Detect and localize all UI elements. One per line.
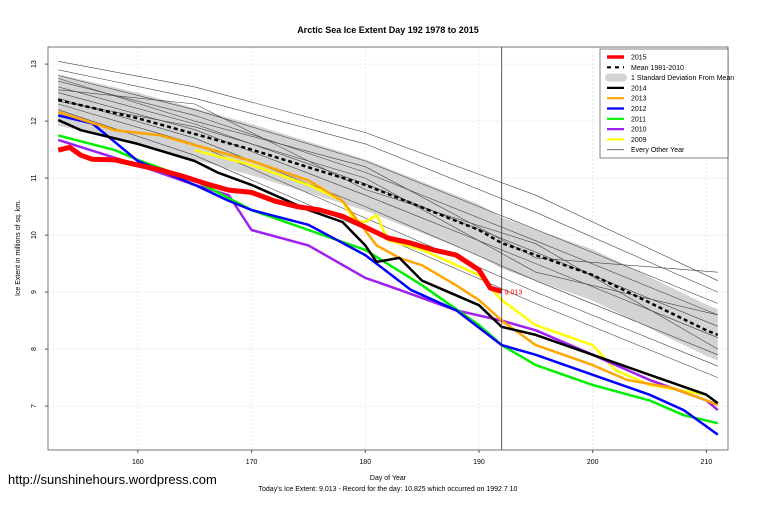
legend-label: 2013 (631, 96, 647, 103)
current-value-label: 9.013 (505, 289, 523, 296)
legend-label: Mean 1981-2010 (631, 65, 684, 72)
other-year-line (58, 89, 718, 350)
series-2010-line (57, 138, 719, 412)
other-year-line (58, 92, 718, 338)
x-tick-label: 190 (473, 459, 485, 466)
x-tick-label: 180 (359, 459, 371, 466)
other-year-line (58, 100, 718, 316)
x-tick-label: 170 (246, 459, 258, 466)
y-tick-label: 11 (31, 174, 38, 181)
other-year-line (58, 61, 718, 281)
other-years (58, 61, 718, 378)
x-axis-label: Day of Year (370, 475, 407, 482)
y-axis-label: Ice Extent in millions of sq. km. (15, 200, 22, 296)
legend-label: Every Other Year (631, 147, 685, 154)
axes: 160 170 180 190 200 210 7 8 9 10 11 12 13 (31, 46, 729, 466)
watermark: http://sunshinehours.wordpress.com (8, 472, 217, 487)
legend-label: 1 Standard Deviation From Mean (631, 75, 734, 82)
legend: 2015 Mean 1981-2010 1 Standard Deviation F… (599, 48, 734, 159)
legend-label: 2011 (631, 116, 646, 123)
legend-label: 2010 (631, 127, 647, 134)
other-year-line (58, 98, 718, 356)
other-year-line (58, 80, 718, 316)
y-tick-label: 9 (31, 290, 38, 294)
legend-swatch (605, 73, 627, 82)
sd-band (58, 74, 718, 361)
subtitle: Today's Ice Extent: 9.013 - Record for t… (259, 486, 518, 493)
y-tick-label: 7 (31, 404, 38, 408)
y-tick-label: 10 (31, 231, 38, 239)
other-year-line (58, 69, 718, 293)
mean-line-path (57, 98, 719, 337)
series-2013-line (57, 110, 719, 407)
other-year-line (58, 103, 718, 367)
other-year-line (58, 75, 718, 304)
x-tick-label: 210 (701, 459, 713, 466)
series-lines (57, 110, 719, 436)
legend-label: 2012 (631, 106, 647, 113)
mean-line (57, 98, 719, 337)
y-tick-label: 13 (31, 60, 38, 68)
legend-label: 2014 (631, 85, 647, 92)
chart-title: Arctic Sea Ice Extent Day 192 1978 to 20… (297, 25, 479, 35)
other-year-line (58, 78, 718, 273)
series-2015-line (57, 144, 503, 294)
legend-label: 2009 (631, 137, 647, 144)
legend-label: 2015 (631, 55, 647, 62)
series-2014-line (57, 118, 719, 405)
x-tick-label: 200 (587, 459, 599, 466)
y-tick-label: 8 (31, 347, 38, 351)
plot-frame (47, 46, 729, 451)
sd-band-area (58, 74, 718, 361)
y-tick-label: 12 (31, 117, 38, 125)
x-tick-label: 160 (132, 459, 144, 466)
